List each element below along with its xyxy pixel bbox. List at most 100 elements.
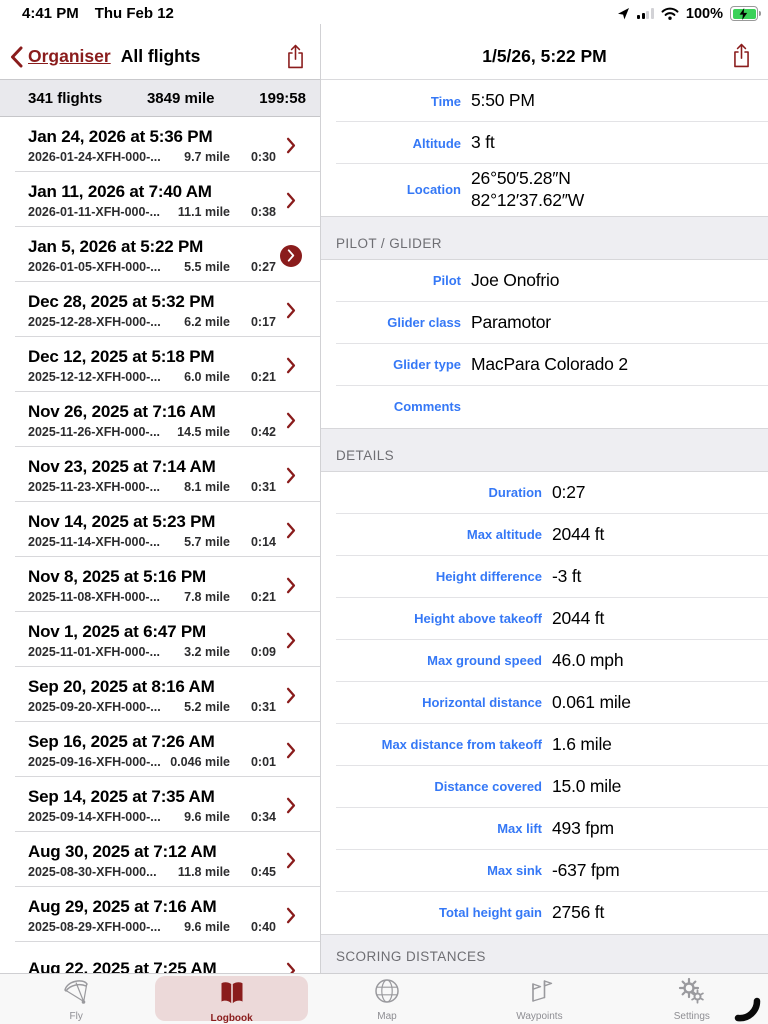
status-left: 4:41 PM Thu Feb 12 (22, 5, 174, 22)
tab-map[interactable]: Map (311, 974, 463, 1024)
detail-row[interactable]: Pilot Joe Onofrio (321, 260, 768, 302)
flight-item-text: Nov 8, 2025 at 5:16 PM 2025-11-08-XFH-00… (28, 567, 276, 604)
section-title: SCORING DISTANCES (336, 948, 486, 964)
flight-list-item[interactable]: Jan 24, 2026 at 5:36 PM 2026-01-24-XFH-0… (0, 117, 320, 172)
detail-value: 15.0 mile (552, 775, 622, 796)
flight-list-item[interactable]: Dec 12, 2025 at 5:18 PM 2025-12-12-XFH-0… (0, 337, 320, 392)
detail-value: Joe Onofrio (471, 269, 560, 290)
flight-id: 2025-09-16-XFH-000-... (28, 755, 161, 769)
detail-row[interactable]: Glider type MacPara Colorado 2 (321, 344, 768, 386)
flight-list-item[interactable]: Jan 5, 2026 at 5:22 PM 2026-01-05-XFH-00… (0, 227, 320, 282)
flight-item-subrow: 2025-12-28-XFH-000-... 6.2 mile 0:17 (28, 315, 276, 329)
chevron-right-icon (280, 685, 302, 707)
back-button-organiser[interactable]: Organiser (28, 46, 111, 66)
tab-label: Logbook (210, 1013, 253, 1024)
detail-row[interactable]: Total height gain 2756 ft (321, 892, 768, 934)
detail-share-button[interactable] (731, 42, 752, 69)
flight-detail-title: 1/5/26, 5:22 PM (482, 46, 607, 66)
detail-row[interactable]: Time 5:50 PM (321, 80, 768, 122)
flight-list-item[interactable]: Sep 20, 2025 at 8:16 AM 2025-09-20-XFH-0… (0, 667, 320, 722)
section-header-pilot-glider: PILOT / GLIDER (321, 215, 768, 260)
flight-distance: 11.8 mile (177, 865, 230, 879)
section-header-details: DETAILS (321, 427, 768, 472)
chevron-right-icon (280, 795, 302, 817)
flight-duration: 0:40 (250, 920, 276, 934)
flight-item-subrow: 2025-09-14-XFH-000-... 9.6 mile 0:34 (28, 810, 276, 824)
flight-list-item[interactable]: Aug 29, 2025 at 7:16 AM 2025-08-29-XFH-0… (0, 887, 320, 942)
share-button[interactable] (285, 43, 306, 70)
flight-date: Aug 30, 2025 at 7:12 AM (28, 842, 217, 861)
flight-distance: 5.5 mile (184, 260, 230, 274)
flight-id: 2025-08-29-XFH-000-... (28, 920, 161, 934)
flight-date: Aug 29, 2025 at 7:16 AM (28, 897, 217, 916)
detail-label: Time (430, 93, 461, 109)
flight-duration: 0:30 (250, 150, 276, 164)
detail-row[interactable]: Comments (321, 386, 768, 428)
detail-row[interactable]: Max lift 493 fpm (321, 808, 768, 850)
detail-value: 0:27 (552, 481, 586, 502)
detail-row[interactable]: Max distance from takeoff 1.6 mile (321, 724, 768, 766)
chevron-right-icon (280, 410, 302, 432)
flight-list-item[interactable]: Dec 28, 2025 at 5:32 PM 2025-12-28-XFH-0… (0, 282, 320, 337)
detail-value: 5:50 PM (471, 90, 535, 111)
tab-logbook[interactable]: Logbook (155, 976, 308, 1024)
cellular-signal-icon (637, 8, 654, 19)
flight-item-subrow: 2026-01-24-XFH-000-... 9.7 mile 0:30 (28, 150, 276, 164)
detail-row[interactable]: Height above takeoff 2044 ft (321, 598, 768, 640)
detail-row[interactable]: Max altitude 2044 ft (321, 514, 768, 556)
flight-id: 2026-01-24-XFH-000-... (28, 150, 161, 164)
flight-detail-pane: 1/5/26, 5:22 PM Time 5:50 PM Altitude (321, 24, 768, 1024)
detail-row[interactable]: Altitude 3 ft (321, 122, 768, 164)
flight-list-item[interactable]: Sep 16, 2025 at 7:26 AM 2025-09-16-XFH-0… (0, 722, 320, 777)
detail-row[interactable]: Location 26°50′5.28″N 82°12′37.62″W (321, 164, 768, 216)
flight-date: Sep 14, 2025 at 7:35 AM (28, 787, 215, 806)
flight-duration: 0:14 (250, 535, 276, 549)
flight-item-text: Nov 1, 2025 at 6:47 PM 2025-11-01-XFH-00… (28, 622, 276, 659)
detail-row[interactable]: Max ground speed 46.0 mph (321, 640, 768, 682)
flight-list-item[interactable]: Nov 8, 2025 at 5:16 PM 2025-11-08-XFH-00… (0, 557, 320, 612)
detail-label: Max distance from takeoff (381, 737, 542, 753)
detail-label: Height difference (435, 569, 542, 585)
flight-list-item[interactable]: Nov 1, 2025 at 6:47 PM 2025-11-01-XFH-00… (0, 612, 320, 667)
tab-settings[interactable]: Settings (616, 974, 768, 1024)
detail-row[interactable]: Glider class Paramotor (321, 302, 768, 344)
back-chevron-icon[interactable] (10, 46, 23, 68)
flight-id: 2025-09-20-XFH-000-... (28, 700, 161, 714)
battery-charging-icon (730, 6, 761, 21)
chevron-right-icon (280, 244, 302, 267)
flight-item-subrow: 2025-11-08-XFH-000-... 7.8 mile 0:21 (28, 590, 276, 604)
tab-waypoints[interactable]: Waypoints (463, 974, 615, 1024)
tab-fly[interactable]: Fly (0, 974, 152, 1024)
detail-value: 2044 ft (552, 607, 605, 628)
flight-list-item[interactable]: Nov 23, 2025 at 7:14 AM 2025-11-23-XFH-0… (0, 447, 320, 502)
flight-duration: 0:21 (250, 590, 276, 604)
chevron-right-icon (280, 575, 302, 597)
flight-list-item[interactable]: Aug 30, 2025 at 7:12 AM 2025-08-30-XFH-0… (0, 832, 320, 887)
flight-distance: 5.7 mile (184, 535, 230, 549)
flight-date: Jan 5, 2026 at 5:22 PM (28, 237, 204, 256)
detail-label: Glider type (393, 357, 461, 373)
detail-row[interactable]: Distance covered 15.0 mile (321, 766, 768, 808)
status-date: Thu Feb 12 (94, 5, 174, 22)
detail-label: Location (406, 182, 461, 198)
detail-label: Pilot (432, 273, 461, 289)
detail-row[interactable]: Height difference -3 ft (321, 556, 768, 598)
flight-distance: 6.2 mile (184, 315, 230, 329)
detail-label: Horizontal distance (422, 695, 542, 711)
flight-list: Jan 24, 2026 at 5:36 PM 2026-01-24-XFH-0… (0, 117, 320, 1000)
detail-row[interactable]: Max sink -637 fpm (321, 850, 768, 892)
flight-duration: 0:34 (250, 810, 276, 824)
detail-row[interactable]: Horizontal distance 0.061 mile (321, 682, 768, 724)
flight-id: 2025-11-14-XFH-000-... (28, 535, 161, 549)
flight-list-item[interactable]: Nov 26, 2025 at 7:16 AM 2025-11-26-XFH-0… (0, 392, 320, 447)
flight-item-text: Sep 14, 2025 at 7:35 AM 2025-09-14-XFH-0… (28, 787, 276, 824)
location-services-icon (617, 7, 630, 20)
flight-list-item[interactable]: Jan 11, 2026 at 7:40 AM 2026-01-11-XFH-0… (0, 172, 320, 227)
total-duration: 199:58 (259, 89, 306, 107)
flight-list-item[interactable]: Sep 14, 2025 at 7:35 AM 2025-09-14-XFH-0… (0, 777, 320, 832)
tab-bar: Fly Logbook Map (0, 973, 768, 1024)
detail-row[interactable]: Duration 0:27 (321, 472, 768, 514)
flight-list-item[interactable]: Nov 14, 2025 at 5:23 PM 2025-11-14-XFH-0… (0, 502, 320, 557)
flight-distance: 9.6 mile (184, 920, 230, 934)
